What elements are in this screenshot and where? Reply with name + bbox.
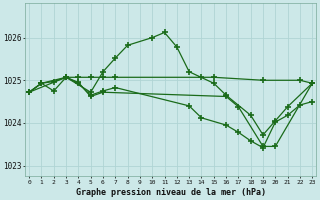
X-axis label: Graphe pression niveau de la mer (hPa): Graphe pression niveau de la mer (hPa) bbox=[76, 188, 266, 197]
